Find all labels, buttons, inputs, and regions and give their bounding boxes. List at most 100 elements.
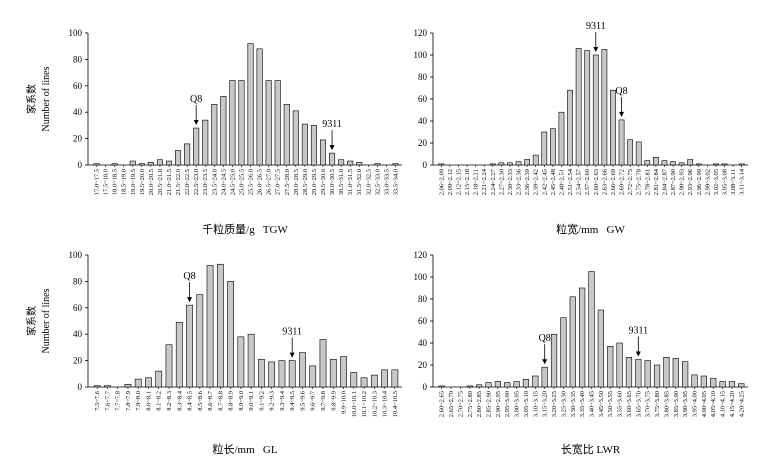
bar: [206, 265, 214, 388]
x-tick-label: 3.65~3.70: [635, 391, 642, 417]
x-tick-label: 3.90~3.95: [682, 391, 689, 417]
x-tick-label: 3.75~3.80: [654, 391, 661, 417]
annotation-label: 9311: [282, 327, 302, 338]
y-tick-label: 40: [418, 338, 428, 348]
y-tick-label: 20: [73, 134, 83, 144]
x-tick-label: 3.05~3.10: [523, 391, 530, 417]
bar: [111, 163, 118, 166]
bar: [616, 342, 623, 388]
bar: [644, 360, 651, 388]
bar: [610, 89, 616, 166]
bar: [524, 159, 530, 166]
x-tick-label: 3.10~3.15: [532, 391, 539, 417]
x-tick-label: 33.5~34.0: [392, 169, 399, 195]
y-tick-label: 60: [418, 94, 428, 104]
x-tick-label: 2.21~2.24: [481, 168, 488, 195]
y-tick-label: 40: [418, 116, 428, 126]
x-tick-label: 9.3~9.4: [279, 390, 286, 411]
x-tick-label: 30.0~30.5: [329, 169, 336, 195]
y-tick-label: 20: [418, 360, 428, 370]
x-tick-label: 29.5~30.0: [320, 169, 327, 195]
annotation-arrowhead: [193, 120, 199, 126]
x-tick-label: 30.5~31.0: [338, 169, 345, 195]
bar: [129, 160, 136, 166]
x-tick-label: 2.39~2.42: [533, 169, 540, 195]
bar: [165, 344, 173, 388]
x-tick-label: 4.10~4.15: [720, 391, 727, 417]
x-tick-label: 10.4~10.5: [392, 391, 399, 417]
x-tick-label: 20.5~21.0: [157, 169, 164, 195]
bar: [391, 369, 399, 388]
bar: [374, 163, 381, 166]
x-tick-label: 4.00~4.05: [701, 391, 708, 417]
bar: [522, 378, 530, 388]
bar: [579, 287, 586, 388]
x-tick-label: 2.72~2.75: [627, 169, 634, 195]
x-tick-label: 3.45~3.50: [598, 391, 605, 417]
annotation-label: Q8: [190, 94, 202, 105]
x-tick-label: 2.33~2.36: [516, 168, 523, 195]
bar: [145, 377, 152, 388]
x-tick-label: 19.0~19.5: [130, 169, 137, 195]
x-tick-label: 17.0~17.5: [94, 169, 101, 195]
x-tick-label: 2.63~2.66: [601, 168, 608, 195]
x-tick-label: 9.7~9.8: [320, 391, 327, 411]
y-axis-label: 家系数: [25, 306, 38, 336]
bar: [370, 374, 378, 388]
x-tick-label: 21.5~22.0: [175, 169, 182, 195]
bar: [202, 119, 209, 166]
x-tick-label: 2.12~2.15: [455, 169, 462, 195]
bar: [156, 159, 163, 166]
panel: 0 20 40 60 80 100 7.5~7.6 7.6~7.7 7.7~7.8 7.8~7.9…: [25, 250, 402, 456]
bar: [227, 281, 234, 388]
bar: [678, 162, 685, 166]
panel: 0 20 40 60 80 100 120 2.60~2.65 2.65~2.70 2.70~2.…: [414, 250, 748, 456]
y-axis-label: Number of lines: [41, 66, 52, 131]
x-tick-label: 8.1~8.2: [156, 391, 163, 411]
x-tick-label: 3.40~3.45: [589, 391, 596, 417]
x-tick-label: 2.70~2.75: [457, 391, 464, 417]
x-tick-label: 8.8~8.9: [228, 391, 235, 411]
x-tick-label: 3.95~4.00: [692, 391, 699, 417]
bar: [541, 366, 548, 388]
x-tick-label: 3.55~3.60: [617, 391, 624, 417]
x-tick-label: 27.5~28.0: [284, 169, 291, 195]
annotation-label: Q8: [183, 271, 195, 282]
x-tick-label: 2.80~2.85: [476, 391, 483, 417]
x-tick-label: 2.45~2.48: [550, 169, 557, 195]
bar: [670, 161, 676, 166]
x-tick-label: 9.8~9.9: [330, 391, 337, 411]
x-tick-label: 7.6~7.7: [104, 390, 111, 411]
annotation-label: 9311: [586, 21, 606, 32]
bar: [93, 385, 101, 388]
bar: [184, 143, 191, 166]
bar: [644, 160, 651, 166]
bar: [661, 160, 668, 166]
bar: [489, 163, 496, 166]
y-axis-label: Number of lines: [41, 288, 52, 353]
chart-title: 粒宽/mm GW: [556, 222, 625, 236]
x-tick-label: 4.20~4.25: [738, 391, 745, 417]
x-tick-label: 2.57~2.60: [584, 169, 591, 195]
bar: [350, 372, 358, 388]
bar: [340, 356, 347, 388]
x-tick-label: 9.1~9.2: [258, 391, 265, 411]
bar: [175, 322, 183, 388]
x-tick-label: 19.5~20.0: [139, 169, 146, 195]
bar: [356, 162, 363, 166]
y-tick-label: 20: [73, 356, 83, 366]
chart-title: 长宽比 LWR: [561, 442, 621, 456]
x-tick-label: 8.2~8.3: [166, 391, 173, 411]
y-tick-label: 40: [73, 329, 83, 339]
bar: [104, 385, 111, 388]
bar: [682, 361, 689, 388]
bar: [175, 150, 182, 166]
x-tick-label: 9.9~10.0: [341, 391, 348, 414]
x-tick-label: 9.0~9.1: [248, 391, 255, 411]
y-tick-label: 40: [73, 107, 83, 117]
bar: [196, 294, 204, 388]
annotation-arrowhead: [187, 297, 193, 303]
x-tick-label: 8.7~8.8: [217, 391, 224, 411]
x-tick-label: 2.96~2.99: [696, 169, 703, 195]
x-tick-label: 24.0~24.5: [220, 169, 227, 195]
